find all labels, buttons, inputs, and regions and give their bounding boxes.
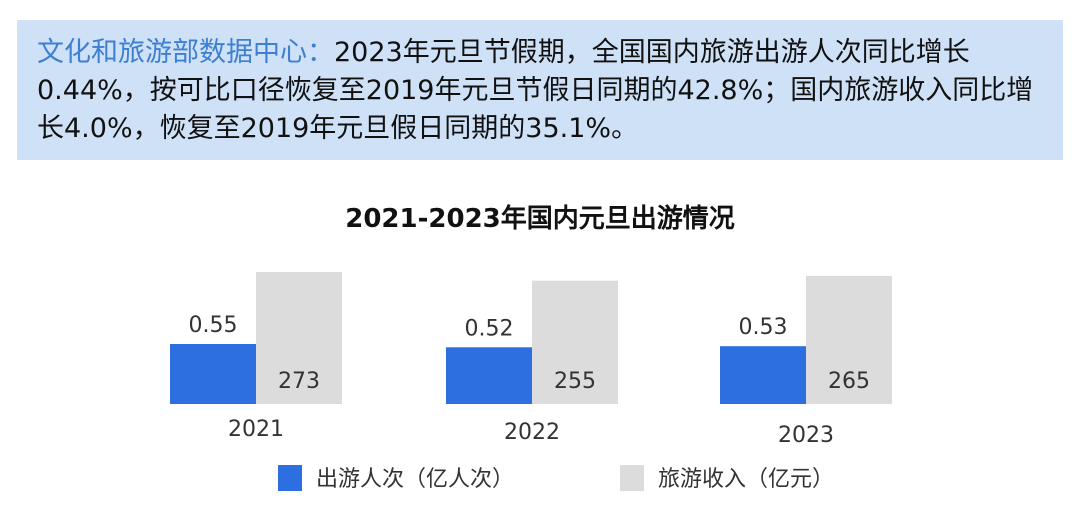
x-tick-2023: 2023	[778, 423, 834, 448]
summary-text: 文化和旅游部数据中心：2023年元旦节假期，全国国内旅游出游人次同比增长0.44…	[37, 34, 1043, 148]
bar-revenue-2021	[256, 272, 342, 404]
data-label-revenue-2023: 265	[828, 369, 870, 394]
bar-revenue-2022	[532, 280, 618, 404]
x-tick-2022: 2022	[504, 420, 560, 445]
summary-body: 2023年元旦节假期，全国国内旅游出游人次同比增长0.44%，按可比口径恢复至2…	[37, 37, 1034, 144]
summary-banner: 文化和旅游部数据中心：2023年元旦节假期，全国国内旅游出游人次同比增长0.44…	[17, 20, 1063, 160]
legend-label-revenue: 旅游收入（亿元）	[658, 467, 834, 492]
data-label-visitors-2022: 0.52	[465, 316, 514, 341]
data-label-revenue-2021: 273	[278, 369, 320, 394]
source-label: 文化和旅游部数据中心：	[37, 37, 334, 68]
bar-visitors-2021	[170, 344, 256, 404]
x-tick-2021: 2021	[228, 417, 284, 442]
bar-visitors-2023	[720, 346, 806, 404]
bar-revenue-2023	[806, 275, 892, 404]
legend-label-visitors: 出游人次（亿人次）	[316, 467, 514, 492]
data-label-visitors-2023: 0.53	[739, 315, 788, 340]
data-label-visitors-2021: 0.55	[189, 313, 238, 338]
data-label-revenue-2022: 255	[554, 369, 596, 394]
legend-swatch-revenue	[620, 465, 644, 491]
bar-visitors-2022	[446, 347, 532, 404]
legend-swatch-visitors	[278, 465, 302, 491]
chart-title: 2021-2023年国内元旦出游情况	[345, 204, 735, 234]
